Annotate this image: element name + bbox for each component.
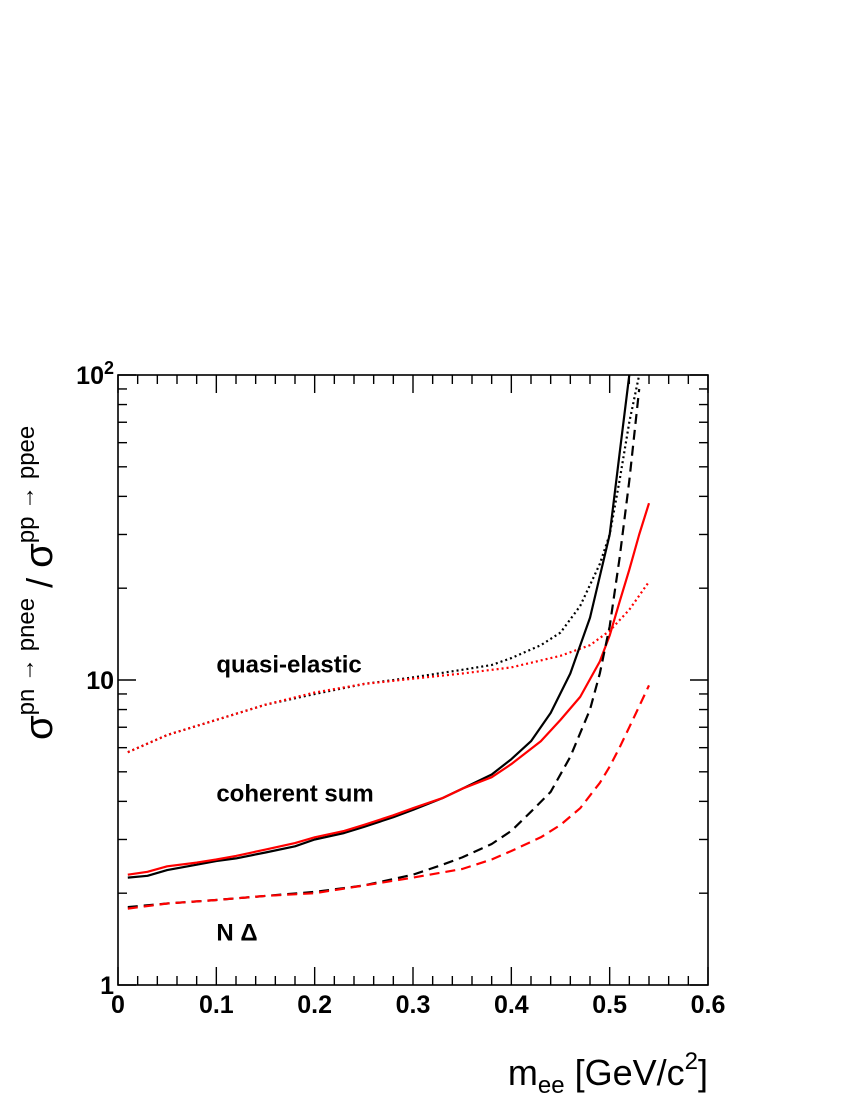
axis-ticks <box>117 374 709 986</box>
x-tick-label: 0.3 <box>396 991 431 1019</box>
y-tick-label: 102 <box>76 358 114 390</box>
y-axis-title: σpn → pnee / σpp → ppee <box>13 426 61 740</box>
series-nd_black <box>127 388 641 909</box>
x-tick-label: 0.4 <box>494 991 529 1019</box>
x-tick-label: 0 <box>111 991 125 1019</box>
y-tick-label: 10 <box>86 667 114 695</box>
x-tick-labels: 0 0.1 0.2 0.3 0.4 0.5 0.6 <box>111 991 725 1019</box>
series-coh_black <box>127 374 631 879</box>
annotation-label: N Δ <box>216 919 257 946</box>
series-lines <box>127 374 651 910</box>
y-tick-label: 1 <box>100 972 114 1000</box>
y-tick-labels: 1 10 102 <box>76 358 114 1000</box>
series-qe_red <box>127 581 650 754</box>
x-tick-label: 0.2 <box>297 991 332 1019</box>
plot-frame <box>117 374 709 986</box>
annotation-label: quasi-elastic <box>216 651 361 678</box>
annotations: quasi-elastic coherent sum N Δ <box>216 651 373 946</box>
x-axis-title: mee [GeV/c2] <box>508 1048 708 1099</box>
annotation-label: coherent sum <box>216 780 373 807</box>
x-tick-label: 0.6 <box>691 991 726 1019</box>
x-tick-label: 0.5 <box>592 991 627 1019</box>
series-qe_black <box>127 374 641 754</box>
x-tick-label: 0.1 <box>199 991 234 1019</box>
series-nd_red <box>127 684 650 910</box>
series-coh_red <box>127 502 651 876</box>
